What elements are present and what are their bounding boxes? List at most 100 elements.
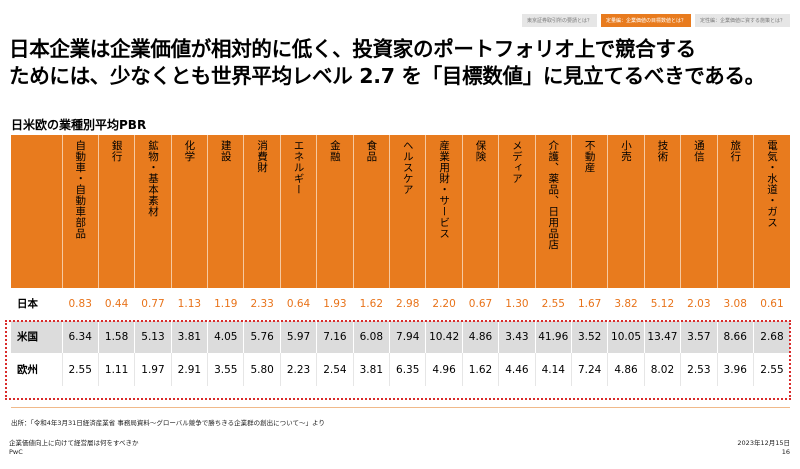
column-header-label: 電気・水道・ガス bbox=[765, 140, 778, 228]
pbr-value-cell: 2.55 bbox=[752, 353, 790, 386]
footer-date: 2023年12月15日 bbox=[737, 439, 790, 447]
column-header-label: 産業用財・サービス bbox=[438, 140, 451, 239]
pbr-value-cell: 7.94 bbox=[389, 320, 426, 353]
pbr-value-cell: 10.05 bbox=[607, 320, 645, 353]
column-header-label: 鉱物・基本素材 bbox=[146, 140, 159, 217]
column-header: 銀行 bbox=[97, 135, 135, 288]
column-header-label: 銀行 bbox=[110, 140, 123, 162]
pbr-value-cell: 2.20 bbox=[425, 288, 463, 321]
pbr-value-cell: 3.43 bbox=[498, 320, 536, 353]
column-header-label: 技術 bbox=[656, 140, 669, 162]
pbr-value-cell: 7.16 bbox=[316, 320, 354, 353]
pbr-value-cell: 0.83 bbox=[61, 288, 99, 321]
column-header-label: 食品 bbox=[365, 140, 378, 162]
pbr-value-cell: 1.58 bbox=[97, 320, 135, 353]
pbr-value-cell: 1.19 bbox=[207, 288, 244, 321]
tab-qualitative[interactable]: 定性編：企業価値に資する施策とは？ bbox=[694, 14, 790, 27]
pbr-value-cell: 2.55 bbox=[534, 288, 572, 321]
column-header: 技術 bbox=[643, 135, 681, 288]
column-header: 自動車・自動車部品 bbox=[61, 135, 99, 288]
pbr-value-cell: 2.33 bbox=[243, 288, 281, 321]
divider bbox=[11, 407, 790, 408]
column-header: 介護、薬品、日用品店 bbox=[534, 135, 572, 288]
pbr-value-cell: 5.13 bbox=[134, 320, 172, 353]
pbr-value-cell: 5.76 bbox=[243, 320, 281, 353]
source-note: 出所：「令和4年3月31日経済産業省 事務局資料～グローバル競争で勝ちきる企業群… bbox=[11, 419, 325, 427]
pbr-value-cell: 2.68 bbox=[752, 320, 790, 353]
column-header-label: 保険 bbox=[474, 140, 487, 162]
pbr-value-cell: 0.64 bbox=[279, 288, 317, 321]
pbr-value-cell: 4.05 bbox=[207, 320, 244, 353]
column-header: ヘルスケア bbox=[389, 135, 426, 288]
pbr-value-cell: 6.08 bbox=[352, 320, 390, 353]
pbr-value-cell: 10.42 bbox=[425, 320, 463, 353]
pbr-value-cell: 1.93 bbox=[316, 288, 354, 321]
footer-left: 企業価値向上に向けて経営層は何をすべきか PwC bbox=[9, 439, 139, 457]
top-tabs: 東京証券取引所の要請とは？ 定量編：企業価値の目標数値とは？ 定性編：企業価値に… bbox=[521, 14, 790, 27]
pbr-value-cell: 6.34 bbox=[61, 320, 99, 353]
column-header: 旅行 bbox=[716, 135, 754, 288]
column-header: 不動産 bbox=[570, 135, 608, 288]
pbr-value-cell: 3.57 bbox=[680, 320, 718, 353]
pbr-value-cell: 5.80 bbox=[243, 353, 281, 386]
row-us: 米国 6.34 1.58 5.13 3.81 4.05 5.76 5.97 7.16 6.08 7.… bbox=[11, 320, 790, 353]
column-header: 鉱物・基本素材 bbox=[134, 135, 172, 288]
pbr-value-cell: 3.81 bbox=[170, 320, 208, 353]
column-header: メディア bbox=[498, 135, 536, 288]
table-header-row: 自動車・自動車部品 銀行 鉱物・基本素材 化学 建設 消費財 エネルギー 金融 食品 ヘルスケア 産… bbox=[11, 135, 790, 288]
pbr-value-cell: 3.08 bbox=[716, 288, 754, 321]
headline-line-1: 日本企業は企業価値が相対的に低く、投資家のポートフォリオ上で競合する bbox=[9, 37, 696, 61]
column-header-label: 金融 bbox=[328, 140, 341, 162]
pbr-value-cell: 4.46 bbox=[498, 353, 536, 386]
pbr-value-cell: 0.67 bbox=[461, 288, 499, 321]
pbr-value-cell: 41.96 bbox=[534, 320, 572, 353]
column-header: 食品 bbox=[352, 135, 390, 288]
pbr-value-cell: 8.02 bbox=[643, 353, 681, 386]
tab-tse-request[interactable]: 東京証券取引所の要請とは？ bbox=[521, 14, 597, 27]
pbr-value-cell: 1.11 bbox=[97, 353, 135, 386]
table-body: 日本 0.83 0.44 0.77 1.13 1.19 2.33 0.64 1.93 1.62 2.… bbox=[11, 288, 790, 386]
pbr-value-cell: 4.14 bbox=[534, 353, 572, 386]
column-header: エネルギー bbox=[279, 135, 317, 288]
page-number: 16 bbox=[781, 448, 790, 456]
footer-brand: PwC bbox=[9, 448, 23, 456]
pbr-value-cell: 3.96 bbox=[716, 353, 754, 386]
column-header-label: 旅行 bbox=[729, 140, 742, 162]
row-japan: 日本 0.83 0.44 0.77 1.13 1.19 2.33 0.64 1.93 1.62 2.… bbox=[11, 288, 790, 321]
column-header-label: 不動産 bbox=[583, 140, 596, 173]
pbr-value-cell: 3.55 bbox=[207, 353, 244, 386]
pbr-value-cell: 3.52 bbox=[570, 320, 608, 353]
column-header: 保険 bbox=[461, 135, 499, 288]
column-header: 電気・水道・ガス bbox=[752, 135, 790, 288]
pbr-value-cell: 1.67 bbox=[570, 288, 608, 321]
column-header-label: ヘルスケア bbox=[401, 140, 414, 195]
row-eu: 欧州 2.55 1.11 1.97 2.91 3.55 5.80 2.23 2.54 3.81 6.… bbox=[11, 353, 790, 386]
pbr-value-cell: 2.55 bbox=[61, 353, 99, 386]
pbr-value-cell: 2.54 bbox=[316, 353, 354, 386]
tab-quantitative[interactable]: 定量編：企業価値の目標数値とは？ bbox=[600, 14, 691, 27]
pbr-value-cell: 4.86 bbox=[607, 353, 645, 386]
table-title: 日米欧の業種別平均PBR bbox=[11, 118, 147, 132]
pbr-value-cell: 2.53 bbox=[680, 353, 718, 386]
pbr-value-cell: 3.82 bbox=[607, 288, 645, 321]
column-header-label: 介護、薬品、日用品店 bbox=[547, 140, 560, 250]
pbr-value-cell: 1.62 bbox=[352, 288, 390, 321]
pbr-value-cell: 7.24 bbox=[570, 353, 608, 386]
pbr-value-cell: 4.86 bbox=[461, 320, 499, 353]
column-header-label: 小売 bbox=[620, 140, 633, 162]
pbr-value-cell: 0.44 bbox=[97, 288, 135, 321]
column-header: 産業用財・サービス bbox=[425, 135, 463, 288]
pbr-value-cell: 3.81 bbox=[352, 353, 390, 386]
column-header: 小売 bbox=[607, 135, 645, 288]
footer-doc-title: 企業価値向上に向けて経営層は何をすべきか bbox=[9, 439, 139, 447]
column-header: 通信 bbox=[680, 135, 718, 288]
headline-line-2: ためには、少なくとも世界平均レベル 2.7 を「目標数値」に見立てるべきである。 bbox=[9, 64, 765, 88]
column-header-label: エネルギー bbox=[292, 140, 305, 195]
pbr-table: 自動車・自動車部品 銀行 鉱物・基本素材 化学 建設 消費財 エネルギー 金融 食品 ヘルスケア 産… bbox=[11, 135, 790, 386]
column-header: 消費財 bbox=[243, 135, 281, 288]
pbr-value-cell: 1.13 bbox=[170, 288, 208, 321]
pbr-value-cell: 0.61 bbox=[752, 288, 790, 321]
column-header: 化学 bbox=[170, 135, 208, 288]
column-header: 建設 bbox=[207, 135, 244, 288]
column-header-label: 建設 bbox=[219, 140, 232, 162]
